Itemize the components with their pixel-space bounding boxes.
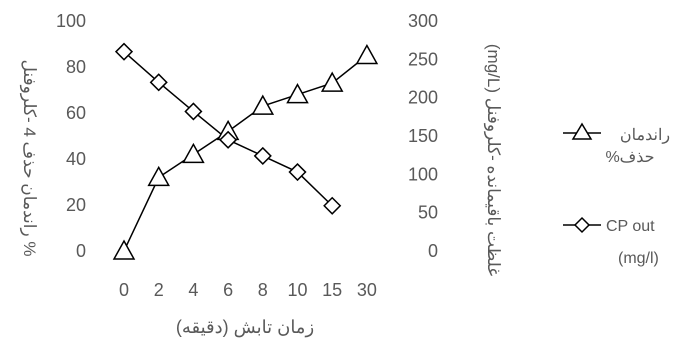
- legend-label-cp-out-line1: CP out: [606, 218, 655, 235]
- cp-out-point: [253, 146, 272, 165]
- removal-point: [147, 165, 170, 187]
- x-tick-label: 0: [119, 280, 129, 300]
- series-markers: [112, 42, 379, 260]
- legend-label-removal-line2: حذف%: [605, 149, 654, 166]
- right-tick-label: 250: [408, 49, 438, 69]
- cp-out-point: [149, 73, 168, 92]
- x-axis-ticks: 0 2 4 6 8 10 15 30: [119, 280, 377, 300]
- right-tick-label: 300: [408, 11, 438, 31]
- legend-label-removal-line1: راندمان: [620, 127, 670, 144]
- right-tick-label: 50: [418, 203, 438, 223]
- x-tick-label: 2: [154, 280, 164, 300]
- legend-item-cp-out: CP out (mg/l): [563, 216, 659, 267]
- x-axis-title: زمان تابش (دقیقه): [176, 317, 314, 338]
- left-axis-title: % راندمان حذف 4 -کلروفنل: [19, 60, 39, 257]
- diamond-icon: [573, 216, 591, 234]
- removal-point: [286, 83, 309, 104]
- left-tick-label: 80: [66, 57, 86, 77]
- x-tick-label: 8: [258, 280, 268, 300]
- legend-label-cp-out-line2: (mg/l): [618, 250, 659, 267]
- right-tick-label: 200: [408, 88, 438, 108]
- removal-point: [320, 71, 344, 92]
- x-tick-label: 30: [357, 280, 377, 300]
- legend: راندمان حذف% CP out (mg/l): [563, 122, 670, 267]
- cp-out-point: [288, 162, 307, 182]
- removal-point: [112, 239, 136, 260]
- x-tick-label: 15: [322, 280, 342, 300]
- left-tick-label: 100: [56, 11, 86, 31]
- cp-out-point: [114, 42, 134, 61]
- left-tick-label: 40: [66, 149, 86, 169]
- right-tick-label: 150: [408, 126, 438, 146]
- right-axis-title: غلظت باقیمانده -کلروفنل (mg/L): [483, 44, 503, 276]
- left-tick-label: 20: [66, 195, 86, 215]
- left-tick-label: 60: [66, 103, 86, 123]
- x-tick-label: 10: [287, 280, 307, 300]
- triangle-icon: [571, 122, 593, 140]
- cp-out-point: [219, 130, 238, 149]
- cp-out-point: [184, 102, 203, 121]
- removal-point: [182, 142, 205, 164]
- right-axis-ticks: 0 50 100 150 200 250 300: [408, 11, 438, 261]
- left-tick-label: 0: [76, 241, 86, 261]
- removal-point: [251, 94, 275, 115]
- x-tick-label: 6: [223, 280, 233, 300]
- legend-item-removal: راندمان حذف%: [563, 122, 670, 166]
- cp-out-point: [323, 196, 342, 215]
- right-tick-label: 0: [428, 241, 438, 261]
- left-axis-ticks: 0 20 40 60 80 100: [56, 11, 86, 261]
- removal-point: [355, 43, 379, 65]
- right-tick-label: 100: [408, 164, 438, 184]
- x-tick-label: 4: [188, 280, 198, 300]
